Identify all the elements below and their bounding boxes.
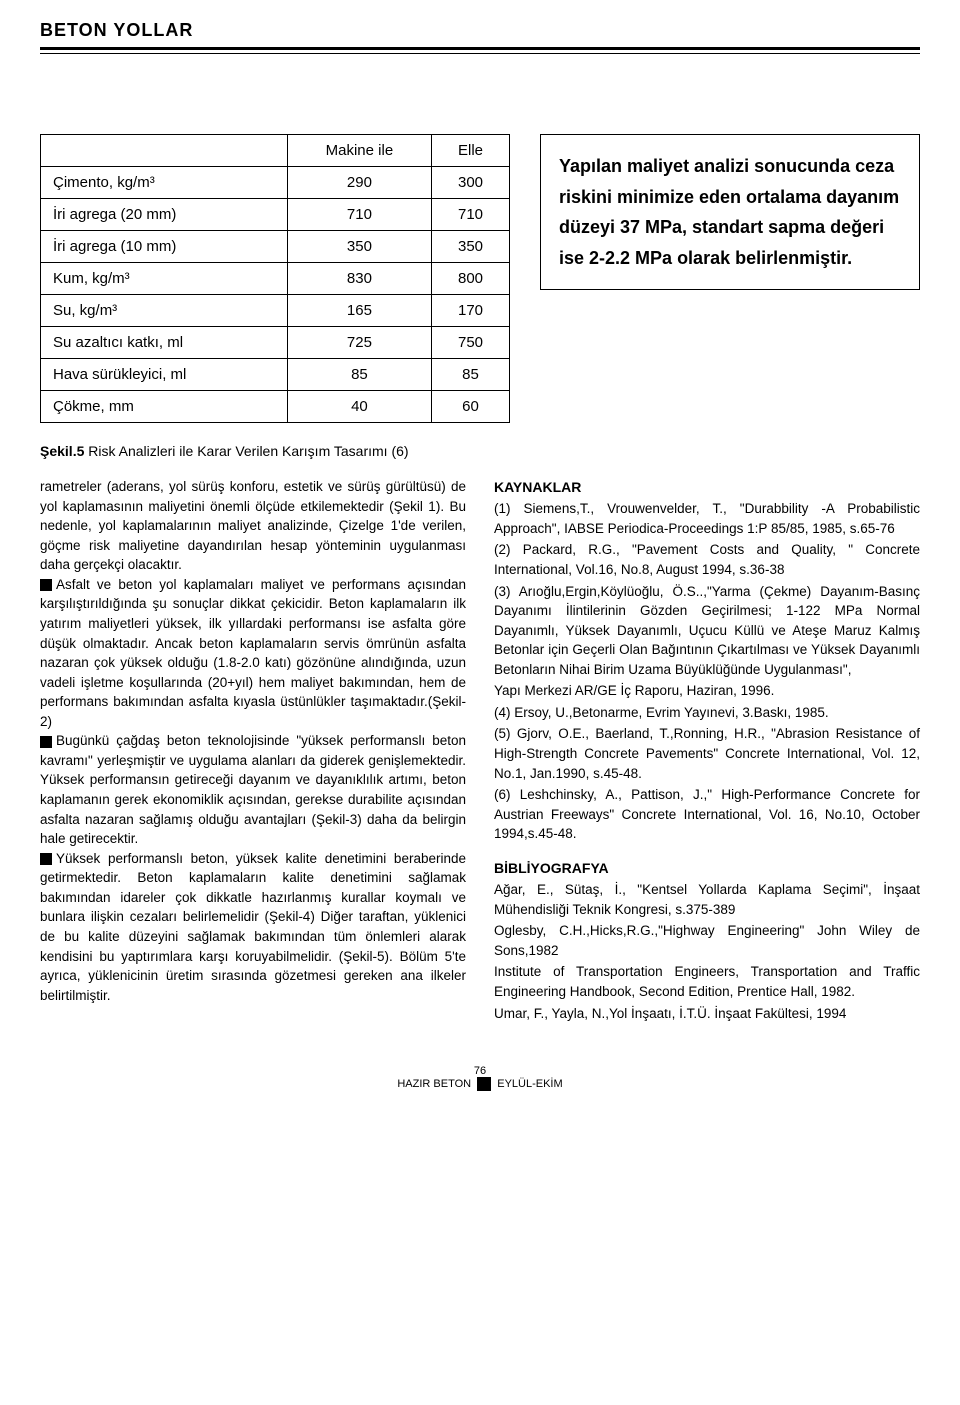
- biblio-item: Ağar, E., Sütaş, İ., "Kentsel Yollarda K…: [494, 880, 920, 919]
- row-label: Çökme, mm: [41, 391, 288, 423]
- body-para: Asfalt ve beton yol kaplamaları maliyet …: [40, 575, 466, 732]
- row-label: Kum, kg/m³: [41, 263, 288, 295]
- footer-left: HAZIR BETON: [397, 1078, 471, 1090]
- row-value: 85: [287, 359, 431, 391]
- ref-item: (1) Siemens,T., Vrouwenvelder, T., "Dura…: [494, 499, 920, 538]
- row-label: Çimento, kg/m³: [41, 167, 288, 199]
- row-label: Su azaltıcı katkı, ml: [41, 327, 288, 359]
- ref-item: Yapı Merkezi AR/GE İç Raporu, Haziran, 1…: [494, 681, 920, 701]
- references-heading: KAYNAKLAR: [494, 477, 920, 497]
- row-label: Su, kg/m³: [41, 295, 288, 327]
- body-para: Bugünkü çağdaş beton teknolojisinde "yük…: [40, 731, 466, 848]
- page-header-title: BETON YOLLAR: [40, 20, 920, 50]
- footer-right: EYLÜL-EKİM: [497, 1078, 562, 1090]
- table-row: Çimento, kg/m³ 290 300: [41, 167, 510, 199]
- row-value: 350: [432, 231, 510, 263]
- row-value: 750: [432, 327, 510, 359]
- body-text: Asfalt ve beton yol kaplamaları maliyet …: [40, 577, 466, 729]
- page-footer: 76 HAZIR BETON EYLÜL-EKİM: [40, 1065, 920, 1091]
- footer-line: HAZIR BETON EYLÜL-EKİM: [40, 1077, 920, 1091]
- ref-item: (5) Gjorv, O.E., Baerland, T.,Ronning, H…: [494, 724, 920, 783]
- row-label: Hava sürükleyici, ml: [41, 359, 288, 391]
- bullet-icon: [40, 736, 52, 748]
- table-header-machine: Makine ile: [287, 135, 431, 167]
- row-value: 725: [287, 327, 431, 359]
- ref-item: (2) Packard, R.G., "Pavement Costs and Q…: [494, 540, 920, 579]
- body-text: Bugünkü çağdaş beton teknolojisinde "yük…: [40, 733, 466, 846]
- row-value: 830: [287, 263, 431, 295]
- top-section: Makine ile Elle Çimento, kg/m³ 290 300 İ…: [40, 134, 920, 423]
- table-row: İri agrega (10 mm) 350 350: [41, 231, 510, 263]
- table-header-row: Makine ile Elle: [41, 135, 510, 167]
- figure-caption: Şekil.5 Risk Analizleri ile Karar Verile…: [40, 443, 920, 459]
- caption-label: Şekil.5: [40, 443, 84, 459]
- row-value: 165: [287, 295, 431, 327]
- body-columns: rametreler (aderans, yol sürüş konforu, …: [40, 477, 920, 1025]
- table-row: İri agrega (20 mm) 710 710: [41, 199, 510, 231]
- table-row: Su, kg/m³ 165 170: [41, 295, 510, 327]
- ref-item: (3) Arıoğlu,Ergin,Köylüoğlu, Ö.S..,"Yarm…: [494, 582, 920, 680]
- body-text: Yüksek performanslı beton, yüksek kalite…: [40, 851, 466, 1003]
- row-value: 290: [287, 167, 431, 199]
- row-value: 350: [287, 231, 431, 263]
- bullet-icon: [40, 579, 52, 591]
- row-value: 710: [432, 199, 510, 231]
- biblio-item: Oglesby, C.H.,Hicks,R.G.,"Highway Engine…: [494, 921, 920, 960]
- table-row: Su azaltıcı katkı, ml 725 750: [41, 327, 510, 359]
- biblio-item: Institute of Transportation Engineers, T…: [494, 962, 920, 1001]
- body-para: rametreler (aderans, yol sürüş konforu, …: [40, 477, 466, 575]
- row-label: İri agrega (20 mm): [41, 199, 288, 231]
- row-value: 170: [432, 295, 510, 327]
- mix-table: Makine ile Elle Çimento, kg/m³ 290 300 İ…: [40, 134, 510, 423]
- row-label: İri agrega (10 mm): [41, 231, 288, 263]
- row-value: 60: [432, 391, 510, 423]
- ref-item: (6) Leshchinsky, A., Pattison, J.," High…: [494, 785, 920, 844]
- caption-text: Risk Analizleri ile Karar Verilen Karışı…: [88, 443, 408, 459]
- table-header-empty: [41, 135, 288, 167]
- ref-item: (4) Ersoy, U.,Betonarme, Evrim Yayınevi,…: [494, 703, 920, 723]
- row-value: 800: [432, 263, 510, 295]
- right-column: KAYNAKLAR (1) Siemens,T., Vrouwenvelder,…: [494, 477, 920, 1025]
- page-number: 76: [40, 1065, 920, 1077]
- body-para: Yüksek performanslı beton, yüksek kalite…: [40, 849, 466, 1006]
- bullet-icon: [40, 853, 52, 865]
- bibliography-heading: BİBLİYOGRAFYA: [494, 858, 920, 878]
- row-value: 40: [287, 391, 431, 423]
- biblio-item: Umar, F., Yayla, N.,Yol İnşaatı, İ.T.Ü. …: [494, 1004, 920, 1024]
- row-value: 300: [432, 167, 510, 199]
- row-value: 85: [432, 359, 510, 391]
- table-header-hand: Elle: [432, 135, 510, 167]
- table-row: Çökme, mm 40 60: [41, 391, 510, 423]
- table-row: Kum, kg/m³ 830 800: [41, 263, 510, 295]
- callout-box: Yapılan maliyet analizi sonucunda ceza r…: [540, 134, 920, 290]
- left-column: rametreler (aderans, yol sürüş konforu, …: [40, 477, 466, 1025]
- row-value: 710: [287, 199, 431, 231]
- header-underline: [40, 53, 920, 54]
- table-row: Hava sürükleyici, ml 85 85: [41, 359, 510, 391]
- footer-logo-icon: [477, 1077, 491, 1091]
